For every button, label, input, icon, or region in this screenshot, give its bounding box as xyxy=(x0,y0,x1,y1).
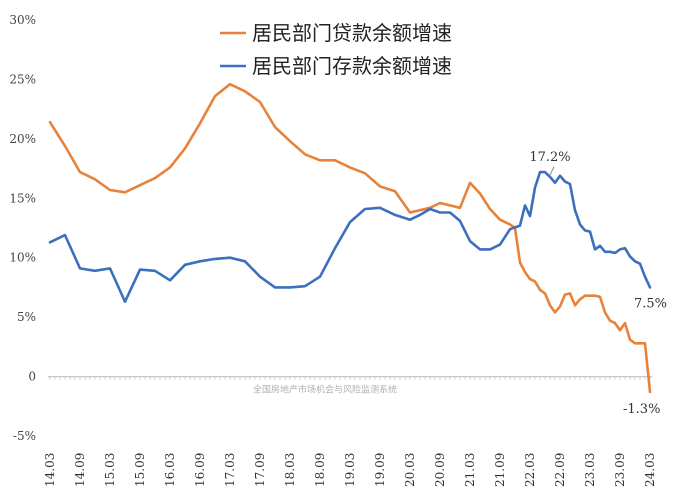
x-tick-label: 15.09 xyxy=(133,453,147,487)
legend: 居民部门贷款余额增速 居民部门存款余额增速 xyxy=(220,21,452,78)
x-tick-label: 19.03 xyxy=(343,453,357,487)
y-tick-label: 25% xyxy=(9,72,36,86)
x-tick-label: 17.03 xyxy=(223,453,237,487)
x-tick-label: 16.09 xyxy=(193,453,207,487)
x-tick-label: 22.09 xyxy=(553,453,567,487)
annotation-label: 17.2% xyxy=(529,150,570,165)
y-tick-label: 15% xyxy=(9,191,36,205)
x-axis-ticks: 14.03 14.09 15.03 15.09 16.03 16.09 17.03 17.09… xyxy=(43,453,657,487)
legend-label-deposit: 居民部门存款余额增速 xyxy=(252,54,452,78)
series-line-loan xyxy=(48,82,652,394)
y-axis-ticks: 30% 25% 20% 15% 10% 5% 0 -5% xyxy=(9,13,36,443)
x-tick-label: 16.03 xyxy=(163,453,177,487)
x-tick-label: 23.03 xyxy=(583,453,597,487)
annotation-label: 7.5% xyxy=(634,296,667,311)
x-tick-label: 14.03 xyxy=(43,453,57,487)
x-tick-label: 18.09 xyxy=(313,453,327,487)
series-line-deposit xyxy=(48,170,652,304)
y-tick-label: -5% xyxy=(13,429,36,443)
y-tick-label: 10% xyxy=(9,251,36,265)
y-tick-label: 5% xyxy=(17,310,36,324)
y-tick-label: 30% xyxy=(9,13,36,27)
y-tick-label: 0 xyxy=(28,370,36,384)
annotation-leader xyxy=(549,166,555,176)
series-layer xyxy=(48,82,652,394)
annotation-label: -1.3% xyxy=(623,402,660,417)
x-tick-label: 21.09 xyxy=(493,453,507,487)
x-tick-label: 14.09 xyxy=(73,453,87,487)
watermark-text: 全国房地产市场机会与风险监测系统 xyxy=(253,384,397,396)
legend-label-loan: 居民部门贷款余额增速 xyxy=(252,21,452,45)
annotations: 17.2% 7.5% -1.3% xyxy=(529,150,667,417)
x-tick-label: 20.03 xyxy=(403,453,417,487)
x-tick-label: 17.09 xyxy=(253,453,267,487)
x-tick-label: 19.09 xyxy=(373,453,387,487)
x-tick-label: 23.09 xyxy=(613,453,627,487)
x-tick-label: 24.03 xyxy=(643,453,657,487)
x-axis-minor-ticks xyxy=(49,376,651,380)
x-tick-label: 20.09 xyxy=(433,453,447,487)
y-tick-label: 20% xyxy=(9,132,36,146)
x-tick-label: 21.03 xyxy=(463,453,477,487)
x-tick-label: 18.03 xyxy=(283,453,297,487)
x-tick-label: 15.03 xyxy=(103,453,117,487)
x-tick-label: 22.03 xyxy=(523,453,537,487)
